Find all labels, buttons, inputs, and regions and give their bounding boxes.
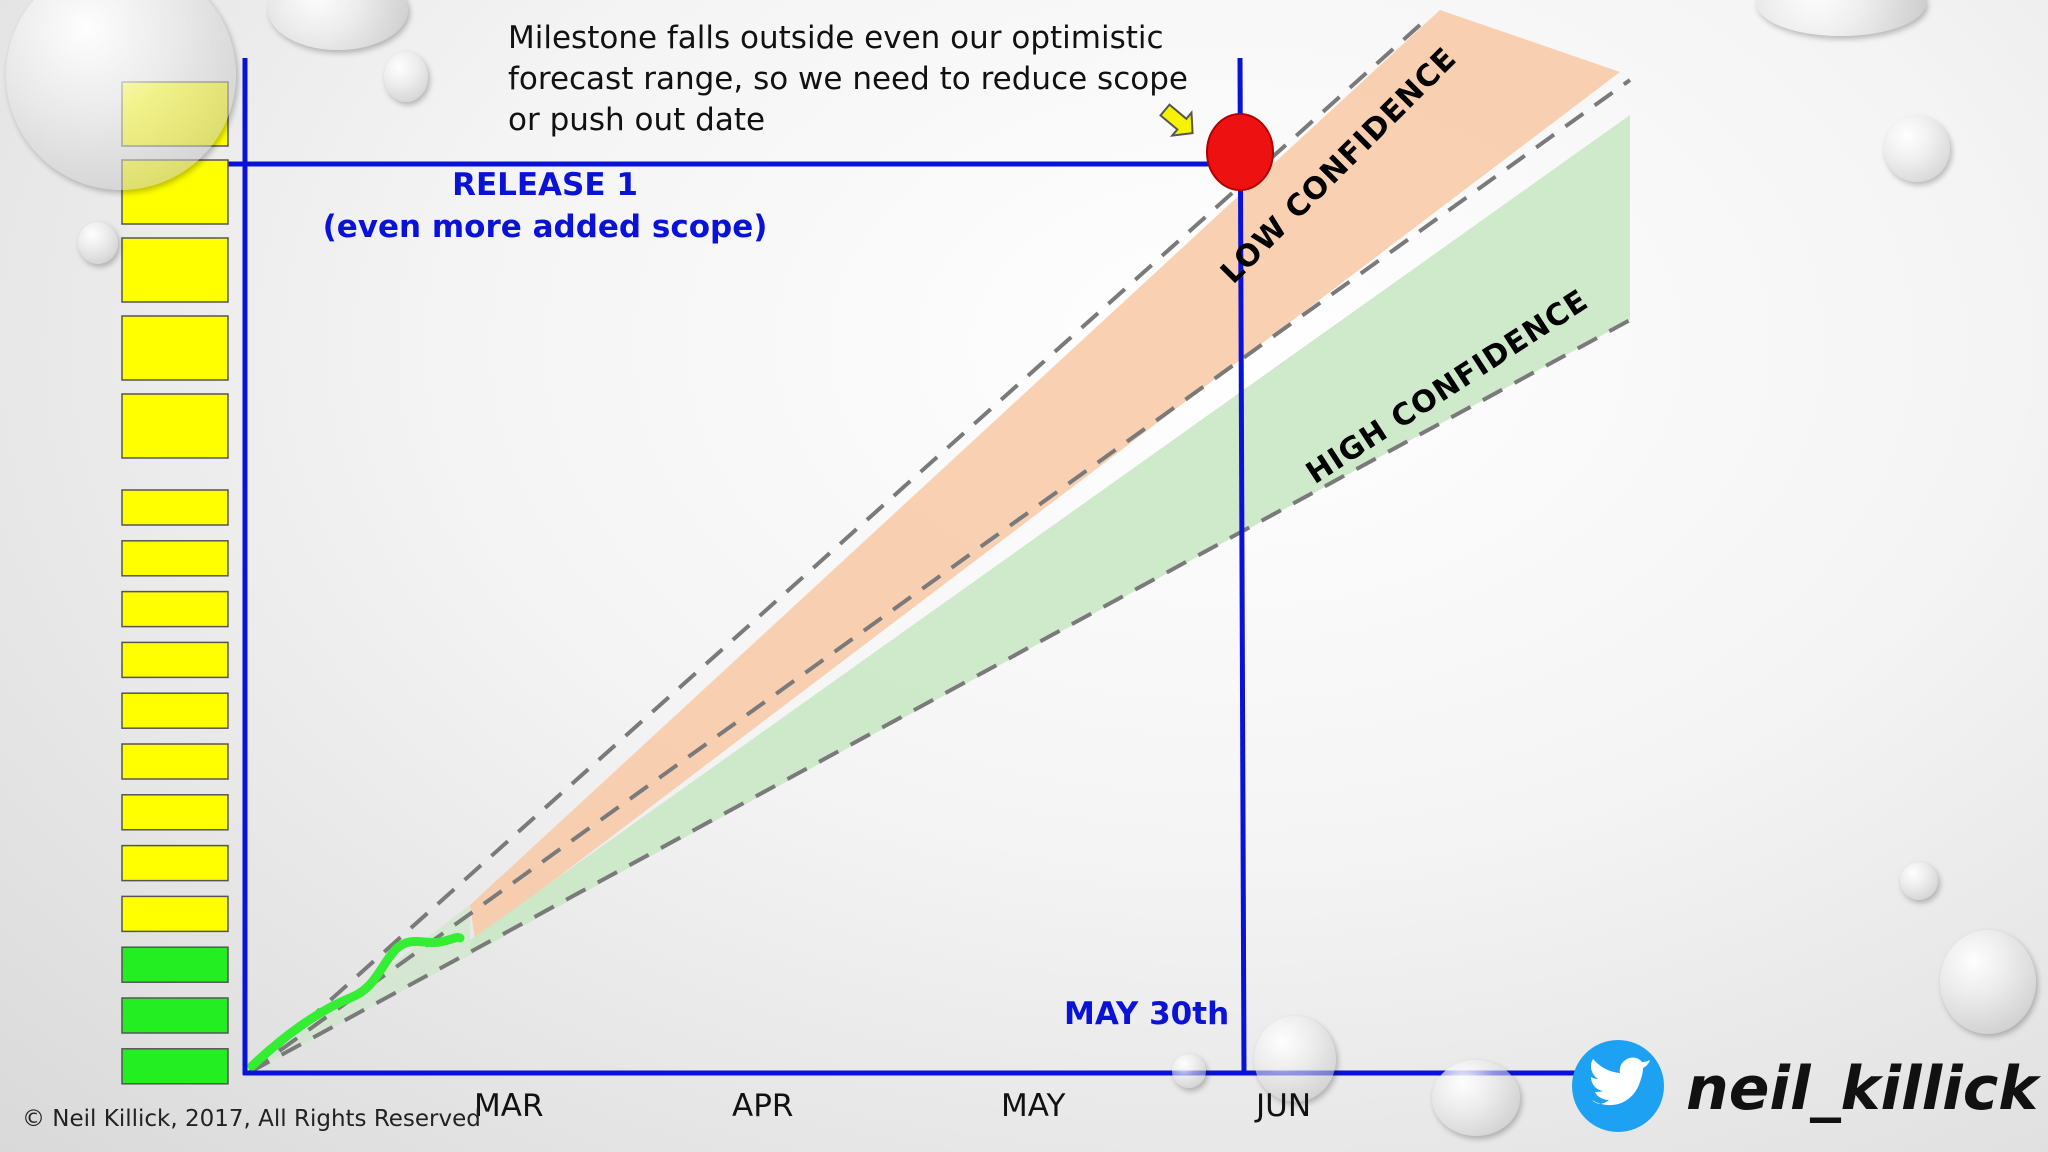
backlog-item-done: [121, 946, 229, 983]
forecast-bound-line: [249, 318, 1631, 1074]
backlog-stack: [121, 81, 229, 1085]
backlog-item-todo: [121, 237, 229, 303]
milestone-date-line: [1237, 57, 1247, 1076]
backlog-item-todo: [121, 692, 229, 729]
x-tick-label: APR: [732, 1088, 794, 1124]
water-drop: [1172, 1054, 1206, 1088]
water-drop: [1432, 1060, 1520, 1136]
milestone-marker: [1206, 113, 1274, 191]
backlog-item-todo: [121, 794, 229, 831]
backlog-item-todo: [121, 844, 229, 882]
water-drop: [384, 52, 428, 102]
backlog-item-todo: [121, 393, 229, 459]
x-tick-label: MAY: [1001, 1088, 1066, 1124]
backlog-item-todo: [121, 540, 229, 577]
band-area: [470, 10, 1620, 940]
arrow-icon: [1159, 103, 1194, 137]
forecast-bound-line: [248, 78, 1632, 1074]
forecast-bound-line: [248, 14, 1432, 1074]
backlog-item-done: [121, 1048, 229, 1085]
high-confidence-band: [250, 115, 1630, 1072]
forecast-bounds: [248, 14, 1632, 1074]
milestone-annotation: Milestone falls outside even our optimis…: [508, 20, 1188, 138]
backlog-item-todo: [121, 315, 229, 381]
band-area: [470, 115, 1630, 955]
release-title: RELEASE 1: [452, 167, 638, 203]
actual-progress-line: [247, 933, 465, 1071]
low-confidence-band: [470, 10, 1620, 940]
water-drop: [1940, 930, 2036, 1034]
backlog-item-todo: [121, 590, 229, 628]
x-tick-label: MAR: [474, 1088, 544, 1124]
water-drop: [78, 222, 118, 264]
twitter-bird-icon: [1572, 1040, 1664, 1132]
backlog-item-todo: [121, 743, 229, 780]
release-label: RELEASE 1 (even more added scope): [310, 164, 780, 248]
backlog-item-todo: [121, 641, 229, 679]
backlog-item-todo: [121, 895, 229, 933]
backlog-item-todo: [121, 489, 229, 526]
backlog-item-done: [121, 997, 229, 1034]
milestone-date-label: MAY 30th: [1064, 996, 1230, 1032]
water-drop: [1884, 116, 1950, 182]
water-drop: [6, 0, 236, 190]
water-drop: [1900, 862, 1938, 900]
water-drop: [1254, 1016, 1336, 1102]
copyright-notice: © Neil Killick, 2017, All Rights Reserve…: [22, 1106, 481, 1132]
x-tick-label: JUN: [1256, 1088, 1312, 1124]
twitter-handle: neil_killick: [1686, 1054, 2039, 1124]
release-subtitle: (even more added scope): [322, 209, 768, 245]
